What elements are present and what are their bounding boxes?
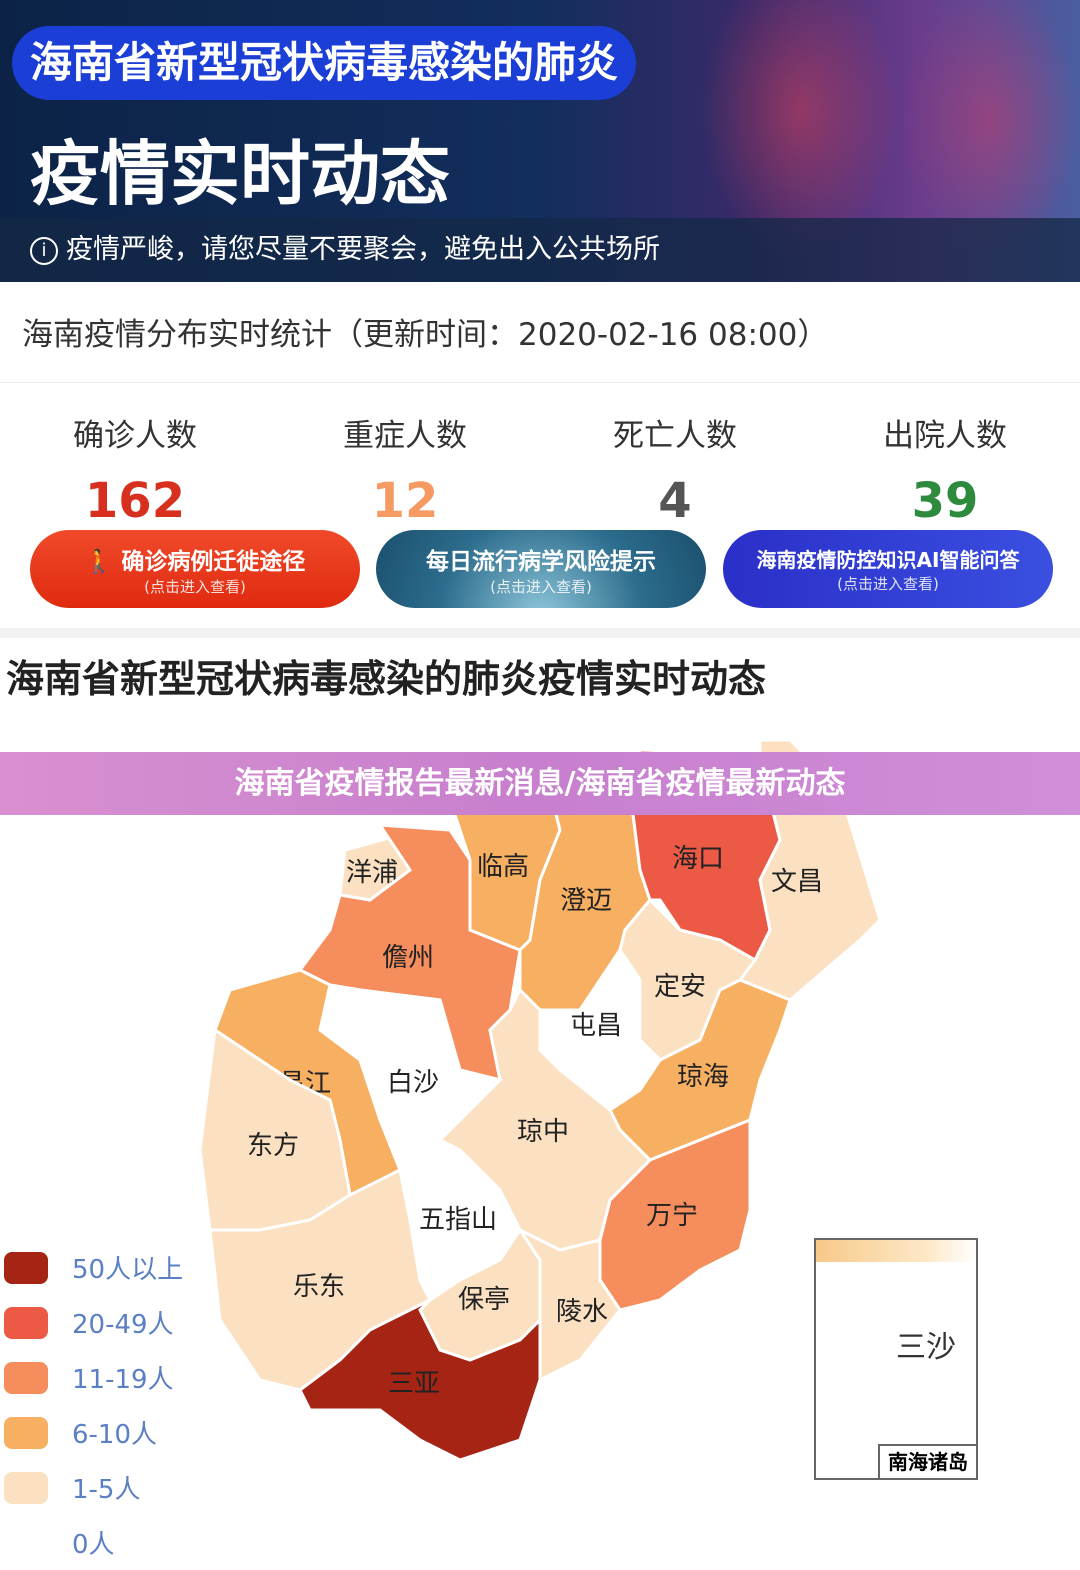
stat-value: 162 (84, 473, 186, 529)
legend-swatch (4, 1251, 48, 1284)
stat-severe: 重症人数 12 (270, 410, 540, 529)
stats-header: 海南疫情分布实时统计（更新时间：2020-02-16 08:00） (0, 288, 1080, 383)
legend: 50人以上 20-49人 11-19人 6-10人 1-5人 0人 (4, 1240, 183, 1570)
stat-value: 4 (658, 473, 692, 529)
legend-item: 11-19人 (4, 1350, 183, 1405)
region-label: 琼海 (677, 1062, 729, 1092)
walker-icon-label: 🚶 确诊病例迁徙途径 (30, 542, 360, 576)
walker-icon: 🚶 (84, 549, 122, 575)
region-label: 儋州 (382, 943, 434, 973)
notice-bar: i 疫情严峻，请您尽量不要聚会，避免出入公共场所 (0, 218, 1080, 282)
region-label: 澄迈 (560, 886, 612, 916)
risk-tips-button[interactable]: 每日流行病学风险提示 (点击进入查看) (376, 530, 706, 608)
region-label: 屯昌 (570, 1011, 622, 1041)
button-sub: (点击进入查看) (490, 578, 592, 596)
hero-pill: 海南省新型冠状病毒感染的肺炎 (12, 26, 637, 100)
region-18 (298, 1298, 542, 1462)
region-17 (515, 1226, 622, 1383)
inset-label: 三沙 (896, 1330, 956, 1365)
lung-image (700, 0, 900, 260)
divider (0, 628, 1080, 638)
region-label: 临高 (477, 852, 529, 882)
stat-label: 重症人数 (343, 418, 467, 454)
region-label: 白沙 (387, 1068, 439, 1098)
legend-label: 1-5人 (72, 1475, 141, 1505)
stat-value: 39 (911, 473, 979, 529)
region-label: 东方 (247, 1131, 299, 1161)
inset-mainland (816, 1240, 976, 1262)
legend-label: 20-49人 (72, 1310, 174, 1340)
legend-swatch (4, 1526, 48, 1559)
ai-qa-button[interactable]: 海南疫情防控知识AI智能问答 (点击进入查看) (723, 530, 1053, 608)
region-label: 保亭 (458, 1285, 510, 1315)
stat-value: 12 (371, 473, 439, 529)
legend-item: 0人 (4, 1515, 183, 1570)
legend-item: 50人以上 (4, 1240, 183, 1295)
stat-label: 出院人数 (883, 418, 1007, 454)
stat-discharged: 出院人数 39 (810, 410, 1080, 529)
legend-swatch (4, 1471, 48, 1504)
stat-label: 确诊人数 (73, 418, 197, 454)
info-icon: i (30, 236, 58, 265)
hero-banner: 海南省新型冠状病毒感染的肺炎 疫情实时动态 i 疫情严峻，请您尽量不要聚会，避免出… (0, 0, 1080, 282)
inset-box-label: 南海诸岛 (878, 1444, 976, 1478)
button-title: 确诊病例迁徙途径 (121, 549, 306, 575)
legend-swatch (4, 1306, 48, 1339)
region-label: 琼中 (517, 1117, 569, 1147)
stat-deaths: 死亡人数 4 (540, 410, 810, 529)
region-label: 定安 (654, 972, 706, 1002)
button-sub: (点击进入查看) (144, 578, 246, 596)
section-title: 海南省新型冠状病毒感染的肺炎疫情实时动态 (6, 657, 767, 701)
button-title: 每日流行病学风险提示 (426, 549, 656, 575)
region-label: 三亚 (388, 1369, 440, 1399)
region-label: 五指山 (419, 1205, 497, 1235)
overlay-title: 海南省疫情报告最新消息/海南省疫情最新动态 (0, 752, 1080, 815)
legend-swatch (4, 1416, 48, 1449)
region-label: 文昌 (771, 867, 823, 897)
notice-text: 疫情严峻，请您尽量不要聚会，避免出入公共场所 (66, 234, 660, 265)
stat-label: 死亡人数 (613, 418, 737, 454)
migration-path-button[interactable]: 🚶 确诊病例迁徙途径 (点击进入查看) (30, 530, 360, 608)
legend-label: 50人以上 (72, 1255, 184, 1285)
stat-confirmed: 确诊人数 162 (0, 410, 270, 529)
button-title: 海南疫情防控知识AI智能问答 (756, 548, 1020, 572)
south-china-sea-inset: 三沙 南海诸岛 (814, 1238, 978, 1480)
legend-swatch (4, 1361, 48, 1394)
region-label: 万宁 (646, 1201, 698, 1231)
legend-item: 1-5人 (4, 1460, 183, 1515)
legend-item: 6-10人 (4, 1405, 183, 1460)
legend-label: 0人 (72, 1530, 115, 1560)
button-sub: (点击进入查看) (837, 575, 939, 593)
region-label: 海口 (672, 844, 724, 874)
region-label: 乐东 (293, 1272, 345, 1302)
stats-row: 确诊人数 162 重症人数 12 死亡人数 4 出院人数 39 (0, 410, 1080, 529)
legend-label: 11-19人 (72, 1365, 174, 1395)
legend-item: 20-49人 (4, 1295, 183, 1350)
region-label: 陵水 (556, 1297, 608, 1327)
lung-image (900, 0, 1080, 260)
legend-label: 6-10人 (72, 1420, 158, 1450)
region-label: 洋浦 (346, 858, 398, 888)
hero-title: 疫情实时动态 (30, 133, 450, 215)
